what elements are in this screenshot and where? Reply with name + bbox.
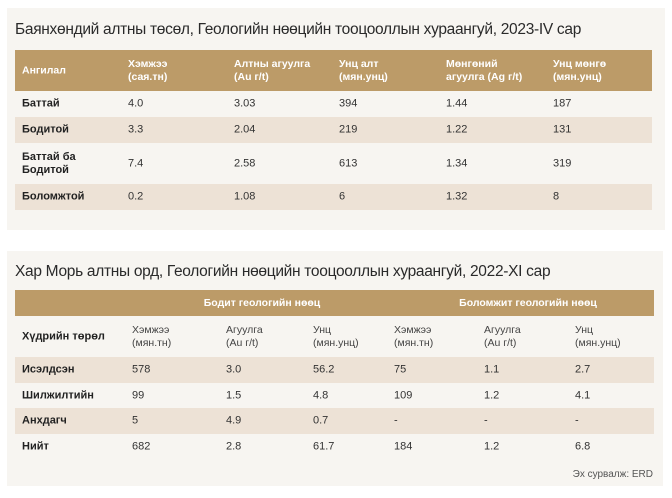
row-value: 2.8 [226, 440, 242, 453]
row-value: 1.5 [226, 389, 242, 401]
row-value: 131 [553, 123, 572, 136]
row-value: 3.0 [226, 363, 242, 376]
row-value: 3.3 [128, 123, 144, 136]
row-category: Боломжтой [22, 190, 85, 203]
row-value: 7.4 [128, 157, 144, 169]
table2-title: Хар Морь алтны орд, Геологийн нөөцийн то… [15, 263, 551, 280]
row-value: 8 [553, 190, 560, 203]
row-ore-type: Анхдагч [22, 414, 67, 427]
subheader-grade: Агуулга (Au г/t) [484, 323, 521, 349]
bayankhundii-panel: Баянхөндий алтны төсөл, Геологийн нөөций… [7, 8, 665, 230]
row-category: Бодитой [22, 123, 69, 136]
subheader-grade: Агуулга (Au г/t) [226, 323, 263, 349]
subheader-volume: Хэмжээ (мян.тн) [132, 323, 172, 349]
group-header-inferred: Боломжит геологийн нөөц [459, 297, 597, 309]
table2-subheader-row: Хүдрийн төрөл Хэмжээ (мян.тн) Агуулга (Au … [15, 316, 654, 357]
row-value: 578 [132, 363, 151, 376]
row-value: 3.03 [234, 97, 256, 110]
row-value: 1.34 [446, 157, 468, 169]
table1-header-gold-oz: Унц алт (мян.унц) [339, 57, 388, 83]
row-value: 4.0 [128, 97, 144, 110]
row-value: 4.9 [226, 414, 242, 427]
row-value: 56.2 [313, 363, 335, 376]
table1-header-volume: Хэмжээ (сая.тн) [128, 57, 168, 83]
row-value: 4.1 [575, 389, 591, 401]
row-ore-type: Исэлдсэн [22, 363, 75, 376]
row-value: 109 [394, 389, 413, 401]
table-row: Исэлдсэн 578 3.0 56.2 75 1.1 2.7 [15, 357, 654, 383]
row-value: 1.44 [446, 97, 468, 110]
row-category: Баттай [22, 97, 60, 110]
row-category: Баттай ба Бодитой [22, 150, 76, 176]
row-value: 75 [394, 363, 407, 376]
row-ore-type: Нийт [22, 440, 49, 453]
khar-mori-reserves-table: Бодит геологийн нөөц Боломжит геологийн … [15, 290, 654, 460]
header-ore-type: Хүдрийн төрөл [22, 330, 105, 342]
row-value: 4.8 [313, 389, 329, 401]
table1-header-silver-oz: Унц мөнгө (мян.унц) [553, 57, 607, 83]
bayankhundii-reserves-table: Ангилал Хэмжээ (сая.тн) Алтны агуулга (Au … [15, 50, 652, 210]
row-value: 394 [339, 97, 358, 110]
row-value: 0.2 [128, 190, 144, 203]
subheader-oz: Унц (мян.унц) [575, 323, 621, 349]
table1-header-silver-grade: Мөнгөний агуулга (Ag г/t) [446, 57, 523, 83]
table-row: Баттай 4.0 3.03 394 1.44 187 [15, 91, 652, 117]
table1-header-row: Ангилал Хэмжээ (сая.тн) Алтны агуулга (Au … [15, 50, 652, 91]
row-value: - [575, 414, 579, 427]
row-value: 0.7 [313, 414, 329, 427]
row-value: 682 [132, 440, 151, 453]
table-row: Шилжилтийн 99 1.5 4.8 109 1.2 4.1 [15, 383, 654, 408]
row-value: 1.2 [484, 389, 500, 401]
table2-group-header-row: Бодит геологийн нөөц Боломжит геологийн … [15, 290, 654, 316]
table-row: Анхдагч 5 4.9 0.7 - - - [15, 408, 654, 434]
table-row: Нийт 682 2.8 61.7 184 1.2 6.8 [15, 434, 654, 460]
row-value: 1.2 [484, 440, 500, 453]
row-value: - [394, 414, 398, 427]
row-value: 2.7 [575, 363, 591, 376]
row-value: 1.08 [234, 190, 256, 203]
table1-header-category: Ангилал [22, 64, 66, 76]
row-value: 219 [339, 123, 358, 136]
row-value: 5 [132, 414, 139, 427]
table-row: Бодитой 3.3 2.04 219 1.22 131 [15, 117, 652, 143]
khar-mori-panel: Хар Морь алтны орд, Геологийн нөөцийн то… [7, 251, 663, 486]
subheader-oz: Унц (мян.унц) [313, 323, 359, 349]
row-value: 1.32 [446, 190, 468, 203]
row-value: - [484, 414, 488, 427]
row-value: 2.04 [234, 123, 256, 136]
row-value: 184 [394, 440, 413, 453]
row-ore-type: Шилжилтийн [22, 389, 94, 401]
table-row: Баттай ба Бодитой 7.4 2.58 613 1.34 319 [15, 143, 652, 184]
row-value: 6 [339, 190, 346, 203]
row-value: 613 [339, 157, 358, 169]
row-value: 1.1 [484, 363, 500, 376]
group-header-measured: Бодит геологийн нөөц [203, 297, 321, 309]
subheader-volume: Хэмжээ (мян.тн) [394, 323, 434, 349]
table1-title: Баянхөндий алтны төсөл, Геологийн нөөций… [15, 21, 582, 38]
row-value: 2.58 [234, 157, 256, 169]
row-value: 61.7 [313, 440, 335, 453]
source-note: Эх сурвалж: ERD [572, 469, 653, 480]
row-value: 187 [553, 97, 572, 110]
row-value: 319 [553, 157, 572, 169]
row-value: 1.22 [446, 123, 468, 136]
row-value: 99 [132, 389, 145, 401]
row-value: 6.8 [575, 440, 591, 453]
table-row: Боломжтой 0.2 1.08 6 1.32 8 [15, 184, 652, 210]
table1-header-gold-grade: Алтны агуулга (Au г/t) [234, 57, 311, 83]
